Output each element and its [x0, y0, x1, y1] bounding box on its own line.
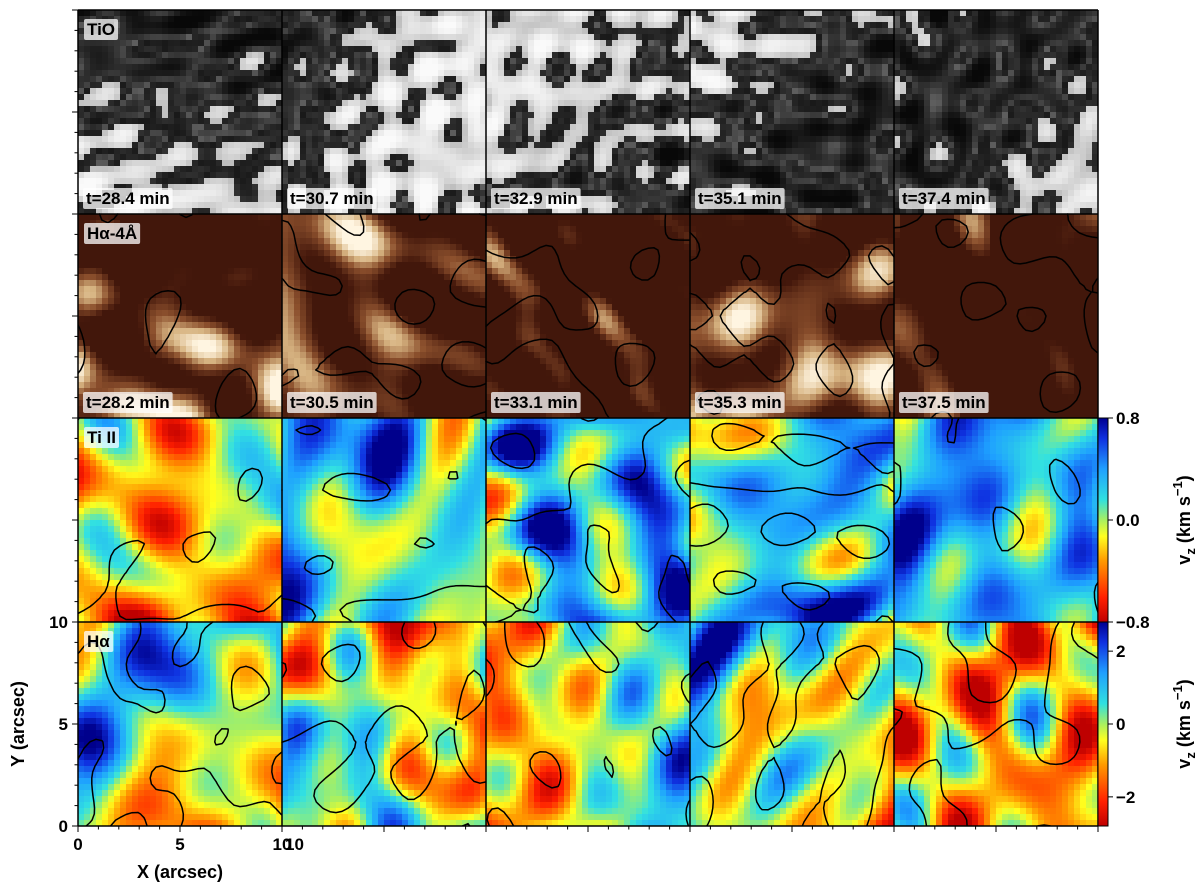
panel-halpha-3	[485, 621, 691, 826]
panel-tiii-1	[78, 417, 283, 623]
contour-lines	[893, 621, 1098, 826]
panel-tiii-3	[485, 417, 691, 623]
panel-tiii-2	[281, 417, 487, 623]
colorbars: 0.8 0.0 −0.8 vz (km s−1) 2 0 −2 vz (km s−1)	[1097, 409, 1198, 827]
colorbar-tick-label: −0.8	[1116, 613, 1150, 632]
panel-tio-3	[486, 10, 691, 215]
colorbar-halpha: 2 0 −2 vz (km s−1)	[1097, 621, 1198, 827]
panel-tio-2	[282, 10, 487, 215]
time-label: t=30.7 min	[290, 189, 374, 208]
colorbar-tick-label: 0.8	[1116, 409, 1140, 428]
row-label-halpha_wing: Hα-4Å	[87, 224, 137, 243]
time-label: t=35.1 min	[698, 189, 782, 208]
row-label-tio: TiO	[87, 20, 115, 39]
time-label: t=30.5 min	[290, 393, 374, 412]
contour-lines	[281, 213, 487, 419]
panel-tio-1	[78, 10, 283, 215]
contour-lines	[281, 417, 487, 623]
row-label-halpha: Hα	[87, 632, 110, 651]
colorbar-title: vz (km s−1)	[1170, 475, 1198, 564]
contour-lines	[893, 417, 1098, 613]
panel-halpha_wing-3	[485, 213, 691, 419]
contour-lines	[893, 213, 1098, 419]
colorbar-tick-label: 2	[1116, 642, 1125, 661]
x-axis-title: X (arcsec)	[137, 862, 223, 882]
time-label: t=35.3 min	[698, 393, 782, 412]
colorbar-tick-label: 0	[1116, 715, 1125, 734]
time-label: t=32.9 min	[494, 189, 578, 208]
panel-tio-4	[690, 10, 895, 215]
panel-halpha-4	[689, 621, 895, 826]
y-tick-label: 5	[59, 715, 68, 734]
panel-tio-5	[894, 10, 1098, 215]
x-tick-label: 0	[73, 835, 82, 854]
contour-lines	[485, 213, 691, 419]
time-label: t=33.1 min	[494, 393, 578, 412]
panel-halpha-5	[893, 621, 1098, 826]
contour-lines	[689, 621, 895, 826]
y-axis-title: Y (arcsec)	[8, 681, 28, 767]
contour-lines	[281, 621, 487, 826]
panel-halpha-2	[281, 621, 487, 826]
contour-lines	[689, 213, 895, 419]
x-tick-label: 5	[175, 835, 184, 854]
colorbar-tiii: 0.8 0.0 −0.8 vz (km s−1)	[1097, 409, 1198, 632]
panel-tiii-5	[893, 417, 1098, 623]
row-label-tiii: Ti II	[87, 428, 116, 447]
colorbar-title: vz (km s−1)	[1170, 679, 1198, 768]
panel-labels: TiO t=28.4 min t=30.7 min t=32.9 min t=35.1 …	[83, 19, 989, 652]
panel-tiii-4	[689, 418, 895, 623]
panel-halpha-1	[78, 621, 283, 826]
colorbar-tick-label: 0.0	[1116, 511, 1140, 530]
panel-halpha_wing-2	[281, 213, 487, 419]
contour-lines	[689, 422, 895, 623]
time-label: t=37.5 min	[902, 393, 986, 412]
panel-halpha_wing-1	[78, 213, 283, 419]
x-tick-label: 10	[273, 835, 292, 854]
time-label: t=28.2 min	[86, 393, 170, 412]
contour-lines	[78, 213, 258, 419]
time-label: t=37.4 min	[902, 189, 986, 208]
panel-halpha_wing-4	[689, 213, 895, 419]
time-label: t=28.4 min	[86, 189, 170, 208]
colorbar-tick-label: −2	[1116, 788, 1135, 807]
y-tick-label: 0	[59, 817, 68, 836]
panel-halpha_wing-5	[893, 213, 1098, 419]
panel-grid	[78, 10, 1098, 826]
contour-lines	[78, 621, 283, 826]
y-tick-label: 10	[49, 613, 68, 632]
x-tick-label-second-panel: 10	[285, 835, 304, 854]
